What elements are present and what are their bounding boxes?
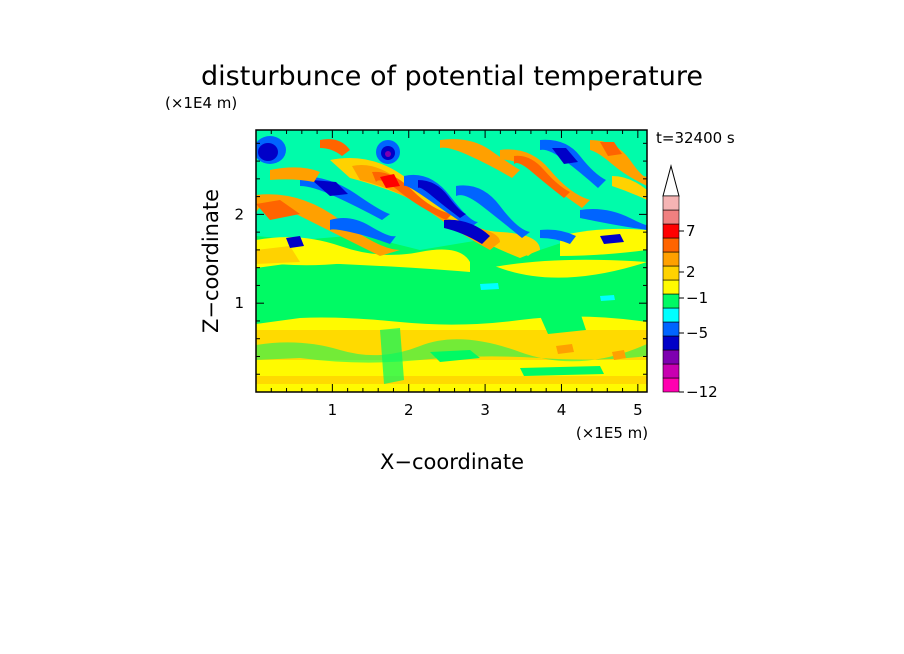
colorbar-segment [662, 335, 680, 351]
colorbar-label: 2 [686, 263, 696, 281]
colorbar-label: −5 [686, 324, 708, 342]
y-tick-label: 2 [234, 205, 244, 223]
x-tick-label: 3 [480, 401, 490, 419]
colorbar-segment [662, 195, 680, 211]
colorbar-segment [662, 279, 680, 295]
x-tick-label: 2 [404, 401, 414, 419]
time-label: t=32400 s [656, 129, 735, 147]
chart-title: disturbunce of potential temperature [201, 61, 703, 92]
contour-field [256, 130, 647, 392]
colorbar-label: −1 [686, 289, 708, 307]
colorbar-labels: 7 2 −1 −5 −12 [679, 222, 718, 401]
plot-frame [255, 129, 648, 393]
colorbar-label: 7 [686, 222, 696, 240]
x-units-label: (×1E5 m) [576, 424, 648, 442]
colorbar [662, 164, 680, 393]
y-axis: 12 [234, 142, 647, 393]
x-tick-label: 5 [633, 401, 643, 419]
colorbar-segment [662, 209, 680, 225]
x-axis-label: X−coordinate [380, 450, 524, 474]
colorbar-segment [662, 251, 680, 267]
x-tick-label: 4 [557, 401, 567, 419]
colorbar-segment [662, 363, 680, 379]
colorbar-segment [662, 237, 680, 253]
colorbar-label: −12 [686, 383, 718, 401]
colorbar-segment [662, 293, 680, 309]
x-tick-label: 1 [328, 401, 338, 419]
colorbar-segment [662, 223, 680, 239]
colorbar-segment [662, 377, 680, 393]
y-axis-label: Z−coordinate [199, 189, 223, 333]
colorbar-segment [662, 307, 680, 323]
y-tick-label: 1 [234, 294, 244, 312]
colorbar-segment [662, 265, 680, 281]
colorbar-segment [662, 349, 680, 365]
colorbar-extend-arrow [662, 164, 680, 197]
y-units-label: (×1E4 m) [165, 94, 237, 112]
colorbar-segment [662, 321, 680, 337]
x-axis: 1 2 3 4 5 [255, 130, 643, 419]
